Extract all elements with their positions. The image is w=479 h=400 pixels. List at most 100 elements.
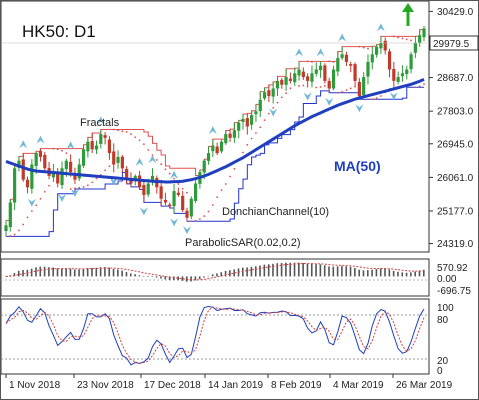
candle-body xyxy=(211,145,215,152)
sar-dot xyxy=(65,152,68,154)
sar-dot xyxy=(39,197,42,200)
sar-dot xyxy=(199,218,201,220)
fractal-up xyxy=(36,135,45,144)
y-tick-label: 30429.0 xyxy=(437,7,474,18)
fractal-up xyxy=(170,170,179,179)
sar-dot xyxy=(168,172,171,175)
candle-body xyxy=(202,160,206,173)
candle-body xyxy=(69,161,73,173)
macd-bar xyxy=(5,276,7,277)
candle-body xyxy=(301,71,305,78)
macd-bar xyxy=(99,267,102,277)
macd-bar xyxy=(56,268,59,277)
candle-body xyxy=(107,139,112,154)
macd-tick-label: 0.00 xyxy=(437,274,457,285)
macd-bar xyxy=(78,269,80,277)
macd-bar xyxy=(233,269,235,277)
candle-body xyxy=(73,173,77,180)
candle-body xyxy=(94,145,99,150)
macd-bar xyxy=(147,276,149,278)
candle-body xyxy=(387,51,392,70)
fractal-down xyxy=(389,92,398,101)
sar-dot xyxy=(9,235,12,237)
sar-dot xyxy=(78,186,81,189)
macd-bar xyxy=(362,270,365,277)
candle-body xyxy=(349,64,353,66)
sar-dot xyxy=(328,60,331,63)
macd-bar xyxy=(384,268,386,277)
sar-dot xyxy=(43,190,46,193)
sar-dot xyxy=(48,184,50,187)
sar-dot xyxy=(371,98,374,101)
sar-dot xyxy=(190,220,193,223)
candle-body xyxy=(280,79,284,85)
sar-dot xyxy=(147,149,150,151)
candle-body xyxy=(194,183,198,201)
macd-bar xyxy=(86,268,89,277)
macd-bar xyxy=(418,270,421,277)
fractal-down xyxy=(170,218,179,227)
macd-bar xyxy=(17,270,20,277)
macd-bar xyxy=(315,264,317,277)
sar-dot xyxy=(267,112,270,115)
candle-body xyxy=(172,191,176,207)
candle-body xyxy=(362,77,366,96)
macd-bar xyxy=(397,271,399,277)
sar-dot xyxy=(142,143,145,146)
sar-dot xyxy=(61,149,63,152)
fractal-down xyxy=(70,188,79,197)
time-axis: 1 Nov 2018 23 Nov 2018 17 Dec 2018 14 Jan 2… xyxy=(5,374,453,391)
sar-dot xyxy=(315,86,318,89)
donchian-lower xyxy=(6,86,424,237)
fractal-down xyxy=(182,226,191,235)
sar-dot xyxy=(397,36,400,39)
macd-bar xyxy=(151,276,154,278)
sar-dot xyxy=(69,188,72,190)
macd-bar xyxy=(73,269,76,277)
sar-dot xyxy=(86,184,89,187)
sar-dot xyxy=(332,61,335,63)
macd-bar xyxy=(423,269,425,277)
sar-dot xyxy=(323,85,326,87)
macd-histogram xyxy=(5,262,425,282)
macd-signal xyxy=(5,263,425,281)
candle-body xyxy=(77,164,81,179)
macd-bar xyxy=(405,272,408,277)
sar-dot xyxy=(112,128,115,131)
macd-bar xyxy=(371,269,373,277)
candles xyxy=(4,25,426,237)
fractal-up xyxy=(135,157,144,166)
sar-dot xyxy=(216,196,219,199)
sar-dot xyxy=(74,187,76,190)
candle-body xyxy=(400,73,405,77)
macd-bar xyxy=(121,270,123,277)
candle-body xyxy=(43,154,47,169)
x-tick-label: 26 Mar 2019 xyxy=(396,380,453,391)
macd-bar xyxy=(39,266,42,277)
macd-bar xyxy=(354,268,356,277)
sar-dot xyxy=(91,181,94,184)
fractal-up xyxy=(316,48,325,57)
fractal-down xyxy=(303,92,312,101)
y-tick-label: 26061.0 xyxy=(437,173,474,184)
sar-dot xyxy=(367,47,369,50)
up-arrow-icon xyxy=(402,3,414,26)
sar-dot xyxy=(423,83,425,85)
candle-body xyxy=(293,73,297,83)
candle-body xyxy=(409,54,413,70)
macd-bar xyxy=(280,263,283,277)
candle-body xyxy=(245,118,249,127)
candle-body xyxy=(34,153,38,166)
stoch-k-line xyxy=(5,305,425,366)
sar-dot xyxy=(194,219,197,222)
fractal-down xyxy=(355,104,364,113)
sar-dot xyxy=(414,86,417,89)
sar-dot xyxy=(410,39,412,42)
candle-body xyxy=(4,225,8,231)
macd-bar xyxy=(35,267,37,277)
macd-bar xyxy=(194,276,197,281)
sar-dot xyxy=(108,165,111,168)
x-tick-label: 17 Dec 2018 xyxy=(144,380,201,391)
candle-body xyxy=(327,80,331,89)
